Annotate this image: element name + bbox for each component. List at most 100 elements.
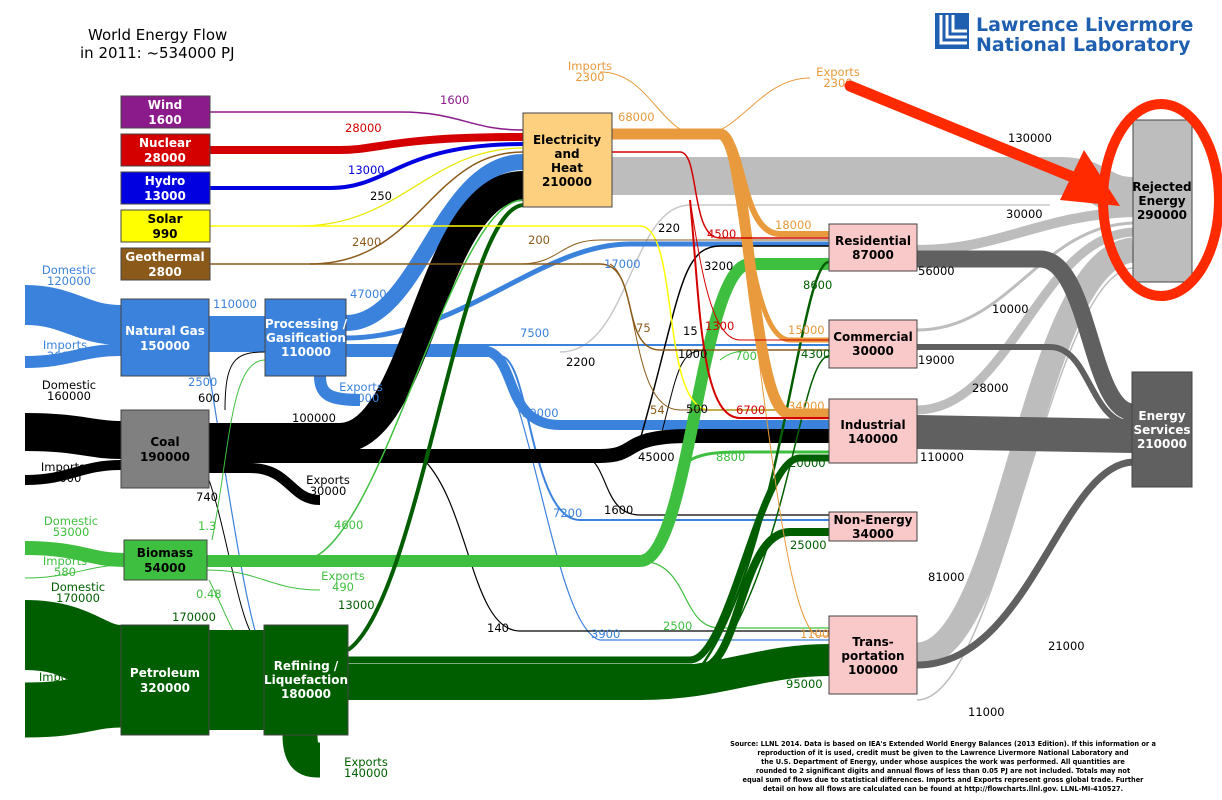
flow-biomass-domestic (24, 541, 125, 567)
node-industrial[interactable]: Industrial 140000 (828, 398, 918, 464)
node-rejected-energy[interactable]: Rejected Energy 290000 (1132, 119, 1193, 283)
llnl-logo: Lawrence Livermore National Laboratory (935, 13, 1193, 56)
source-note-line-1: Source: LLNL 2014. Data is based on IEA'… (730, 740, 1156, 748)
flow-gas-transport (208, 371, 266, 656)
trade-label-value: 36000 (47, 349, 84, 363)
flow-value-label: 81000 (928, 570, 965, 584)
flow-value-label: 8800 (716, 450, 745, 464)
trade-label-value: 140000 (344, 766, 388, 780)
node-coal[interactable]: Coal 190000 (120, 409, 210, 489)
node-geothermal-value: 2800 (148, 265, 181, 279)
llnl-logo-icon (935, 13, 969, 49)
flow-coal-nonenergy (579, 455, 829, 516)
flow-value-label: 1.3 (198, 519, 216, 533)
node-transportation[interactable]: Trans- portation 100000 (828, 615, 918, 695)
flow-gas-imports (24, 344, 122, 368)
node-electricity-name-1: Electricity (533, 133, 601, 147)
flow-processing-exports (314, 375, 361, 406)
flow-geo-industrial (609, 263, 829, 411)
flow-value-label: 220 (658, 221, 680, 235)
flow-value-label: 13000 (348, 163, 385, 177)
flow-labels: 1600 28000 13000 250 2400 110000 47000 2500 600 1… (39, 59, 1085, 780)
flow-processing-elec (345, 154, 524, 331)
node-wind[interactable]: Wind 1600 (120, 95, 211, 129)
node-refining-value: 180000 (281, 687, 331, 701)
node-services-name-1: Energy (1138, 409, 1185, 423)
trade-label-type: Domestic (44, 514, 98, 528)
node-natural-gas[interactable]: Natural Gas 150000 (120, 298, 210, 377)
node-geothermal[interactable]: Geothermal 2800 (120, 247, 211, 281)
trade-label-value: 36000 (343, 391, 380, 405)
flow-elec-red-ind (689, 199, 829, 419)
flow-value-label: 4300 (801, 347, 830, 361)
red-circle-highlight (1098, 99, 1222, 301)
node-commercial-value: 30000 (852, 344, 894, 358)
flow-value-label: 4600 (334, 518, 363, 532)
flow-value-label: 600 (198, 391, 220, 405)
node-hydro[interactable]: Hydro 13000 (120, 171, 211, 205)
flow-ind-services (916, 415, 1134, 453)
node-hydro-value: 13000 (144, 189, 186, 203)
flow-elec-red-res (612, 151, 829, 239)
node-transportation-name-1: Trans- (852, 635, 894, 649)
trade-label-value: 580 (54, 565, 76, 579)
node-wind-value: 1600 (148, 113, 181, 127)
node-industrial-value: 140000 (848, 432, 898, 446)
flow-coal-industrial (209, 429, 829, 463)
node-petroleum[interactable]: Petroleum 320000 (120, 624, 210, 736)
flow-geo-elec (309, 151, 524, 265)
source-note-line-5: equal sum of flows due to statistical di… (743, 776, 1145, 784)
node-non-energy[interactable]: Non-Energy 34000 (828, 511, 918, 542)
flow-value-label: 18000 (775, 218, 812, 232)
flow-trans-services (916, 458, 1134, 669)
flow-value-label: 95000 (786, 677, 823, 691)
flow-value-label: 7500 (520, 326, 549, 340)
annotation (844, 80, 1222, 301)
flow-value-label: 28000 (972, 381, 1009, 395)
node-processing[interactable]: Processing / Gasification 110000 (264, 298, 348, 377)
flow-value-label: 20000 (789, 456, 826, 470)
flow-elec-rejected (612, 157, 1135, 215)
flow-wind-elec (210, 111, 524, 131)
flow-value-label: 75 (636, 321, 651, 335)
flow-value-label: 740 (196, 490, 218, 504)
flow-value-label: 54 (650, 403, 665, 417)
node-services-value: 210000 (1137, 437, 1187, 451)
node-commercial[interactable]: Commercial 30000 (828, 319, 918, 369)
flow-elec-red-com (689, 199, 829, 341)
red-arrow-icon (844, 80, 1086, 186)
node-residential[interactable]: Residential 87000 (828, 223, 918, 272)
trade-label-value: 29000 (45, 471, 82, 485)
trade-label-type: Exports (321, 569, 365, 583)
node-refining-name-1: Refining / (274, 659, 339, 673)
flow-res-services (917, 250, 1135, 421)
flow-value-label: 34000 (788, 399, 825, 413)
node-solar[interactable]: Solar 990 (120, 209, 211, 243)
flow-com-rejected (916, 221, 1134, 332)
flow-refining-transport (348, 644, 830, 700)
trade-label-type: Imports (41, 460, 85, 474)
node-hydro-name: Hydro (145, 174, 186, 188)
flow-value-label: 3900 (591, 627, 620, 641)
node-refining[interactable]: Refining / Liquefaction 180000 (263, 624, 349, 736)
flow-nuclear-elec (210, 133, 524, 154)
flow-value-label: 130000 (1008, 131, 1052, 145)
node-rejected-name-2: Energy (1138, 194, 1185, 208)
flow-coal-elec (209, 171, 525, 453)
flow-value-label: 28000 (345, 121, 382, 135)
node-nuclear[interactable]: Nuclear 28000 (120, 133, 211, 167)
trade-label-value: 53000 (53, 525, 90, 539)
flow-value-label: 11000 (968, 705, 1005, 719)
node-electricity-name-3: Heat (551, 161, 583, 175)
node-biomass[interactable]: Biomass 54000 (123, 539, 208, 581)
flow-hydro-elec (210, 142, 524, 190)
flow-value-label: 100000 (292, 411, 336, 425)
node-energy-services[interactable]: Energy Services 210000 (1131, 371, 1193, 488)
node-electricity[interactable]: Electricity and Heat 210000 (522, 112, 613, 208)
